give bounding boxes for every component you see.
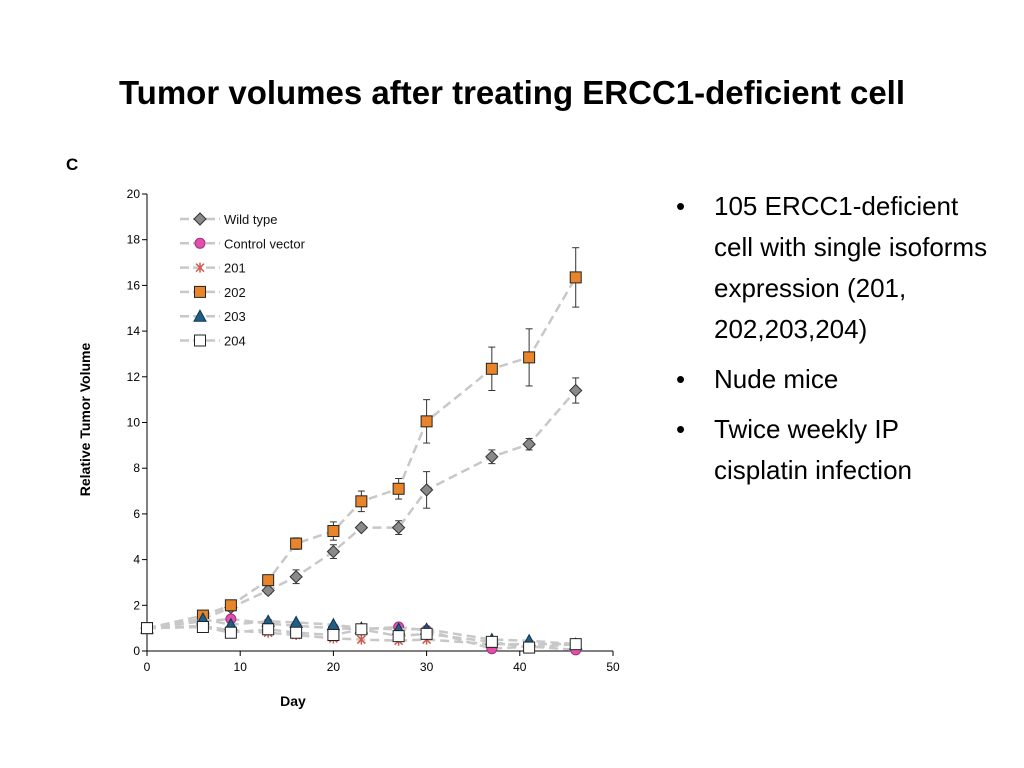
data-point bbox=[569, 638, 582, 651]
data-point bbox=[485, 450, 499, 464]
x-axis-label: Day bbox=[280, 693, 306, 709]
data-point bbox=[224, 626, 237, 639]
legend-item: 201 bbox=[180, 261, 246, 276]
data-point bbox=[392, 630, 405, 643]
legend-label: Wild type bbox=[224, 212, 277, 227]
y-tick-label: 20 bbox=[127, 187, 141, 201]
y-tick-label: 18 bbox=[127, 233, 141, 247]
bullet-item: • 105 ERCC1-deficient cell with single is… bbox=[676, 186, 996, 350]
series-line bbox=[146, 617, 576, 646]
series-line bbox=[146, 617, 576, 652]
data-point bbox=[290, 626, 303, 639]
legend-item: Wild type bbox=[180, 212, 277, 227]
tumor-volume-chart: C 0 2 4 6 8 10 12 14 16 18 20 0 10 20 30 40 50 Day Relative… bbox=[66, 155, 620, 709]
y-tick-label: 14 bbox=[127, 324, 141, 338]
data-point bbox=[141, 622, 153, 635]
bullet-dot: • bbox=[676, 414, 686, 444]
bullet-item: • Nude mice bbox=[676, 359, 996, 400]
series-202 bbox=[141, 247, 582, 635]
data-point bbox=[485, 635, 498, 648]
bullet-dot: • bbox=[676, 191, 686, 221]
data-point bbox=[355, 495, 368, 508]
data-point bbox=[522, 437, 536, 451]
data-point bbox=[523, 641, 536, 654]
y-tick-label: 0 bbox=[133, 644, 140, 658]
series-line bbox=[146, 276, 577, 630]
y-tick-label: 8 bbox=[133, 461, 140, 475]
slide-title: Tumor volumes after treating ERCC1-defic… bbox=[118, 74, 906, 111]
panel-label: C bbox=[66, 155, 78, 174]
data-point bbox=[196, 621, 209, 634]
legend-marker bbox=[193, 309, 207, 322]
series-204 bbox=[141, 621, 582, 654]
bullet-text: Twice weekly IP cisplatin infection bbox=[714, 414, 912, 485]
data-point bbox=[356, 634, 366, 645]
x-tick-label: 20 bbox=[327, 660, 341, 674]
bullet-list: • 105 ERCC1-deficient cell with single is… bbox=[676, 186, 996, 500]
bullet-text: 105 ERCC1-deficient cell with single iso… bbox=[714, 191, 988, 344]
x-tick-label: 30 bbox=[420, 660, 434, 674]
legend-item: 204 bbox=[180, 334, 246, 349]
y-axis-label: Relative Tumor Volume bbox=[77, 343, 93, 497]
legend: Wild type Control vector 201 202 203 204 bbox=[180, 212, 306, 349]
legend-marker bbox=[194, 237, 206, 249]
x-tick-label: 10 bbox=[234, 660, 248, 674]
legend-label: 203 bbox=[224, 309, 246, 324]
data-point bbox=[523, 351, 536, 364]
data-point bbox=[326, 544, 341, 559]
bullet-dot: • bbox=[676, 364, 686, 394]
data-point bbox=[262, 623, 275, 636]
y-tick-label: 4 bbox=[133, 553, 140, 567]
y-tick-label: 2 bbox=[133, 598, 140, 612]
data-point bbox=[485, 362, 498, 375]
data-point bbox=[224, 599, 237, 612]
legend-label: 202 bbox=[224, 285, 246, 300]
data-point bbox=[420, 627, 433, 640]
data-point bbox=[262, 574, 275, 587]
x-tick-label: 50 bbox=[606, 660, 620, 674]
data-point bbox=[261, 583, 275, 598]
legend-marker bbox=[194, 285, 206, 298]
legend-label: Control vector bbox=[224, 236, 306, 251]
data-point bbox=[290, 537, 303, 550]
legend-marker bbox=[195, 262, 205, 273]
legend-label: 201 bbox=[224, 261, 246, 276]
legend-item: Control vector bbox=[180, 236, 306, 251]
legend-label: 204 bbox=[224, 334, 246, 349]
y-tick-label: 10 bbox=[127, 416, 141, 430]
data-point bbox=[327, 525, 340, 538]
data-point bbox=[392, 482, 405, 495]
data-point bbox=[569, 383, 583, 398]
data-point bbox=[289, 570, 303, 584]
y-tick-label: 16 bbox=[127, 278, 141, 292]
data-point bbox=[569, 271, 582, 284]
x-tick-label: 40 bbox=[513, 660, 527, 674]
data-point bbox=[355, 623, 368, 636]
y-tick-label: 12 bbox=[127, 370, 141, 384]
data-point bbox=[420, 415, 433, 428]
data-point bbox=[419, 483, 434, 497]
data-point bbox=[354, 520, 369, 535]
bullet-item: • Twice weekly IP cisplatin infection bbox=[676, 409, 996, 491]
series-line bbox=[146, 625, 576, 649]
y-tick-label: 6 bbox=[133, 507, 140, 521]
data-point bbox=[327, 629, 340, 642]
legend-marker bbox=[193, 212, 207, 226]
x-tick-label: 0 bbox=[144, 660, 151, 674]
legend-marker bbox=[194, 334, 206, 347]
legend-item: 202 bbox=[180, 285, 246, 300]
data-point bbox=[391, 520, 406, 535]
bullet-text: Nude mice bbox=[714, 364, 839, 394]
legend-item: 203 bbox=[180, 309, 246, 324]
